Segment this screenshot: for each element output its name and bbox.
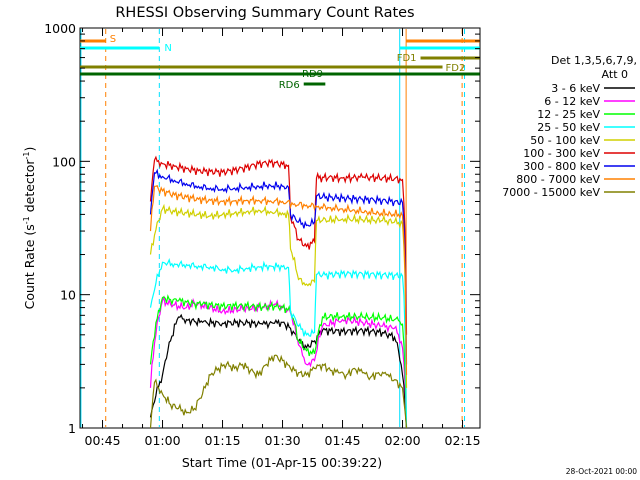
legend-label-5: 100 - 300 keV — [523, 147, 600, 160]
x-tick-label-3: 01:30 — [265, 433, 301, 448]
y-axis-label: Count Rate (s-1 detector-1) — [22, 147, 37, 310]
series-line-5 — [149, 155, 408, 335]
y-tick-label-3: 1000 — [44, 21, 76, 36]
legend-label-1: 6 - 12 keV — [544, 95, 600, 108]
x-tick-label-6: 02:15 — [445, 433, 481, 448]
x-axis-label: Start Time (01-Apr-15 00:39:22) — [182, 455, 382, 470]
flag-label-4: FD1 — [397, 53, 417, 64]
flag-label-1: N — [164, 43, 171, 54]
y-tick-label-2: 100 — [52, 154, 76, 169]
legend-label-0: 3 - 6 keV — [551, 82, 600, 95]
y-axis-label-sup2: -1 — [22, 152, 31, 160]
x-tick-label-0: 00:45 — [85, 433, 121, 448]
y-axis-label-part3: ) — [22, 147, 37, 152]
series-line-2 — [149, 294, 408, 429]
series-line-7 — [149, 185, 408, 375]
legend-label-2: 12 - 25 keV — [537, 108, 600, 121]
series-line-8 — [149, 354, 408, 429]
y-axis-label-sup1: -1 — [22, 216, 31, 224]
x-tick-label-2: 01:15 — [205, 433, 241, 448]
x-tick-label-4: 01:45 — [325, 433, 361, 448]
flag-label-7: RD6 — [279, 80, 300, 91]
plot-frame — [79, 27, 481, 429]
legend-label-4: 50 - 100 keV — [530, 134, 600, 147]
y-tick-label-1: 10 — [60, 288, 76, 303]
legend-header-line2: Att 0 — [602, 68, 628, 81]
flag-label-0: S — [110, 34, 116, 45]
series-line-4 — [149, 203, 408, 388]
legend-header-line1: Det 1,3,5,6,7,9, — [551, 54, 637, 67]
footer-date: 28-Oct-2021 00:00 — [566, 467, 637, 476]
x-tick-label-1: 01:00 — [145, 433, 181, 448]
legend-label-8: 7000 - 15000 keV — [502, 186, 600, 199]
y-axis-label-part2: detector — [22, 159, 37, 217]
legend-label-6: 300 - 800 keV — [523, 160, 600, 173]
chart-title: RHESSI Observing Summary Count Rates — [115, 5, 414, 21]
y-tick-label-0: 1 — [68, 421, 76, 436]
flag-label-5: FD2 — [446, 63, 466, 74]
series-line-6 — [149, 168, 408, 365]
series-line-3 — [149, 257, 408, 429]
y-axis-label-part1: Count Rate (s — [22, 224, 37, 309]
x-tick-label-5: 02:00 — [385, 433, 421, 448]
series-line-0 — [149, 313, 408, 429]
axis-ticks: 00:45 01:00 01:15 01:30 01:45 02:00 02:15 1 10 10… — [44, 21, 480, 448]
series-lines — [149, 155, 408, 429]
flag-label-6: RD9 — [302, 69, 323, 80]
legend-label-3: 25 - 50 keV — [537, 121, 600, 134]
legend-label-7: 800 - 7000 keV — [516, 173, 600, 186]
